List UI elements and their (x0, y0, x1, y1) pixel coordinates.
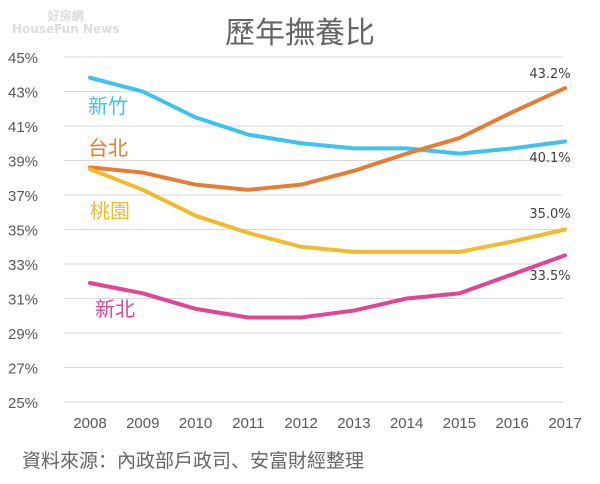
y-tick-label: 43% (8, 85, 38, 102)
x-tick-label: 2017 (548, 415, 581, 432)
series-label: 台北 (88, 136, 128, 160)
y-tick-label: 39% (8, 154, 38, 171)
series-label: 桃園 (90, 199, 130, 223)
series-label: 新竹 (88, 94, 128, 118)
y-tick-label: 27% (8, 361, 38, 378)
series-label: 新北 (95, 297, 135, 321)
x-tick-label: 2015 (443, 415, 476, 432)
y-tick-label: 35% (8, 223, 38, 240)
y-tick-label: 33% (8, 257, 38, 274)
series-line (88, 75, 567, 156)
x-tick-label: 2014 (390, 415, 423, 432)
series-line (88, 167, 567, 254)
y-tick-label: 29% (8, 326, 38, 343)
x-tick-label: 2009 (126, 415, 159, 432)
y-tick-label: 41% (8, 119, 38, 136)
x-tick-label: 2013 (337, 415, 370, 432)
end-value-label: 43.2% (529, 67, 570, 82)
end-value-label: 35.0% (529, 207, 570, 222)
y-tick-label: 25% (8, 395, 38, 412)
end-value-label: 33.5% (529, 269, 570, 284)
x-tick-label: 2016 (496, 415, 529, 432)
x-tick-label: 2012 (284, 415, 317, 432)
x-tick-label: 2008 (73, 415, 106, 432)
series-line (88, 253, 567, 320)
chart-title: 歷年撫養比 (225, 16, 375, 51)
source-note: 資料來源：內政部戶政司、安富財經整理 (22, 450, 365, 472)
series-line (88, 86, 567, 192)
watermark-logo: 好房網 HouseFun News (12, 9, 120, 36)
end-value-label: 40.1% (529, 151, 570, 166)
y-tick-label: 45% (8, 50, 38, 67)
y-tick-label: 31% (8, 292, 38, 309)
x-tick-label: 2010 (179, 415, 212, 432)
x-tick-label: 2011 (232, 415, 264, 432)
y-tick-label: 37% (8, 188, 38, 205)
